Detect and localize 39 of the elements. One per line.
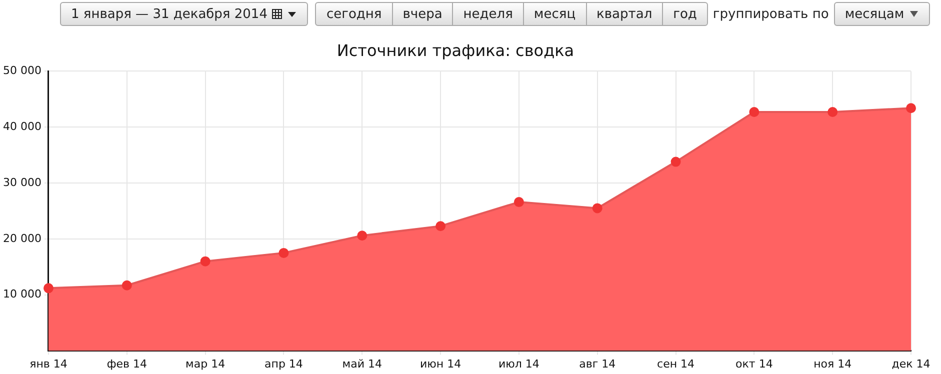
- point: [749, 107, 760, 118]
- point: [357, 230, 368, 241]
- x-tick-label: май 14: [342, 357, 382, 370]
- point: [906, 103, 916, 114]
- text: неделя: [452, 2, 524, 26]
- point: [592, 203, 602, 214]
- point: [200, 256, 210, 266]
- text: год: [662, 2, 708, 26]
- point: [670, 156, 681, 167]
- x-tick-label: фев 14: [106, 357, 147, 370]
- x-tick-label: янв 14: [30, 357, 68, 370]
- x-tick-label: дек 14: [892, 357, 930, 370]
- x-tick-label: авг 14: [579, 357, 616, 370]
- text: 1 января — 31 декабря 2014: [71, 6, 268, 22]
- x-tick-label: июн 14: [420, 357, 462, 370]
- text: квартал: [586, 2, 664, 26]
- y-tick-label: 30 000: [2, 176, 42, 189]
- text: сегодня: [315, 2, 393, 26]
- x-tick-label: июл 14: [498, 357, 540, 370]
- text: группировать по: [712, 6, 829, 22]
- x-tick-label: апр 14: [264, 357, 303, 370]
- text: месяц: [522, 2, 587, 26]
- point: [122, 280, 132, 290]
- text: вчера: [392, 2, 454, 26]
- text: месяцам: [844, 6, 904, 22]
- point: [278, 248, 289, 258]
- point: [514, 197, 524, 208]
- point: [43, 283, 54, 294]
- y-tick-label: 50 000: [2, 64, 42, 78]
- x-tick-label: мар 14: [186, 357, 226, 370]
- y-tick-label: 10 000: [2, 288, 42, 301]
- x-tick-label: ноя 14: [814, 357, 852, 370]
- x-tick-label: окт 14: [736, 357, 773, 370]
- point: [436, 221, 446, 232]
- x-tick-label: сен 14: [657, 357, 695, 370]
- point: [828, 107, 838, 118]
- chart-title: Источники трафика: сводка: [336, 40, 574, 60]
- y-tick-label: 40 000: [2, 120, 42, 133]
- y-tick-label: 20 000: [2, 232, 42, 245]
